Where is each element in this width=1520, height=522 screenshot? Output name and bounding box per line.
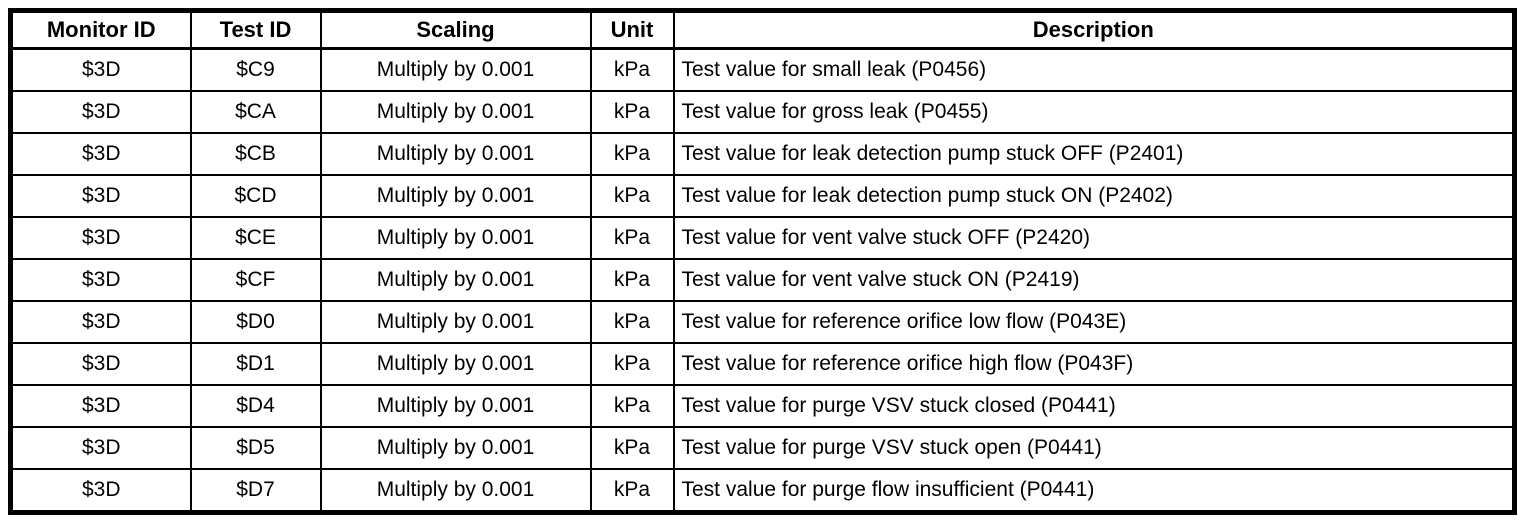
header-row: Monitor ID Test ID Scaling Unit Description	[9, 9, 1516, 50]
cell-monitor_id: $3D	[9, 426, 192, 470]
cell-test_id: $CE	[189, 216, 322, 260]
table-row: $3D $D5 Multiply by 0.001 kPa Test value for…	[9, 426, 1516, 470]
cell-monitor_id: $3D	[9, 132, 192, 176]
cell-scaling: Multiply by 0.001	[319, 258, 592, 302]
cell-monitor_id: $3D	[9, 216, 192, 260]
table-row: $3D $CD Multiply by 0.001 kPa Test value for…	[9, 174, 1516, 218]
cell-test_id: $D4	[189, 384, 322, 428]
cell-test_id: $D1	[189, 342, 322, 386]
cell-unit: kPa	[589, 384, 675, 428]
cell-unit: kPa	[589, 258, 675, 302]
table-row: $3D $D1 Multiply by 0.001 kPa Test value for…	[9, 342, 1516, 386]
column-header-description: Description	[672, 9, 1516, 50]
cell-unit: kPa	[589, 132, 675, 176]
cell-description: Test value for vent valve stuck OFF (P24…	[672, 216, 1516, 260]
table-row: $3D $CB Multiply by 0.001 kPa Test value for…	[9, 132, 1516, 176]
cell-scaling: Multiply by 0.001	[319, 174, 592, 218]
cell-test_id: $C9	[189, 47, 322, 92]
cell-description: Test value for reference orifice high fl…	[672, 342, 1516, 386]
cell-test_id: $CD	[189, 174, 322, 218]
column-header-unit: Unit	[589, 9, 675, 50]
cell-scaling: Multiply by 0.001	[319, 300, 592, 344]
table-body: $3D $C9 Multiply by 0.001 kPa Test value for…	[9, 47, 1516, 514]
cell-test_id: $CA	[189, 90, 322, 134]
cell-monitor_id: $3D	[9, 384, 192, 428]
cell-scaling: Multiply by 0.001	[319, 216, 592, 260]
cell-unit: kPa	[589, 300, 675, 344]
table-row: $3D $C9 Multiply by 0.001 kPa Test value for…	[9, 47, 1516, 92]
table-row: $3D $CE Multiply by 0.001 kPa Test value for…	[9, 216, 1516, 260]
cell-description: Test value for purge VSV stuck open (P04…	[672, 426, 1516, 470]
cell-monitor_id: $3D	[9, 47, 192, 92]
cell-test_id: $D0	[189, 300, 322, 344]
cell-scaling: Multiply by 0.001	[319, 132, 592, 176]
column-header-monitor_id: Monitor ID	[9, 9, 192, 50]
column-header-scaling: Scaling	[319, 9, 592, 50]
cell-description: Test value for leak detection pump stuck…	[672, 174, 1516, 218]
cell-monitor_id: $3D	[9, 174, 192, 218]
column-header-test_id: Test ID	[189, 9, 322, 50]
cell-unit: kPa	[589, 174, 675, 218]
cell-scaling: Multiply by 0.001	[319, 426, 592, 470]
cell-unit: kPa	[589, 468, 675, 514]
cell-description: Test value for purge flow insufficient (…	[672, 468, 1516, 514]
table-row: $3D $CA Multiply by 0.001 kPa Test value for…	[9, 90, 1516, 134]
cell-description: Test value for gross leak (P0455)	[672, 90, 1516, 134]
cell-description: Test value for reference orifice low flo…	[672, 300, 1516, 344]
cell-scaling: Multiply by 0.001	[319, 342, 592, 386]
cell-unit: kPa	[589, 342, 675, 386]
cell-test_id: $CB	[189, 132, 322, 176]
cell-test_id: $D5	[189, 426, 322, 470]
cell-scaling: Multiply by 0.001	[319, 384, 592, 428]
cell-unit: kPa	[589, 426, 675, 470]
monitor-test-results-table: Monitor ID Test ID Scaling Unit Description …	[8, 8, 1517, 515]
cell-monitor_id: $3D	[9, 258, 192, 302]
cell-scaling: Multiply by 0.001	[319, 90, 592, 134]
table-row: $3D $D4 Multiply by 0.001 kPa Test value for…	[9, 384, 1516, 428]
cell-test_id: $D7	[189, 468, 322, 514]
cell-unit: kPa	[589, 47, 675, 92]
table-row: $3D $D0 Multiply by 0.001 kPa Test value for…	[9, 300, 1516, 344]
cell-monitor_id: $3D	[9, 300, 192, 344]
cell-monitor_id: $3D	[9, 468, 192, 514]
cell-description: Test value for leak detection pump stuck…	[672, 132, 1516, 176]
cell-monitor_id: $3D	[9, 342, 192, 386]
cell-scaling: Multiply by 0.001	[319, 468, 592, 514]
cell-scaling: Multiply by 0.001	[319, 47, 592, 92]
cell-test_id: $CF	[189, 258, 322, 302]
cell-description: Test value for small leak (P0456)	[672, 47, 1516, 92]
table-header: Monitor ID Test ID Scaling Unit Description	[9, 9, 1516, 50]
table-row: $3D $D7 Multiply by 0.001 kPa Test value for…	[9, 468, 1516, 514]
cell-unit: kPa	[589, 216, 675, 260]
table-row: $3D $CF Multiply by 0.001 kPa Test value for…	[9, 258, 1516, 302]
cell-description: Test value for purge VSV stuck closed (P…	[672, 384, 1516, 428]
cell-unit: kPa	[589, 90, 675, 134]
cell-monitor_id: $3D	[9, 90, 192, 134]
cell-description: Test value for vent valve stuck ON (P241…	[672, 258, 1516, 302]
